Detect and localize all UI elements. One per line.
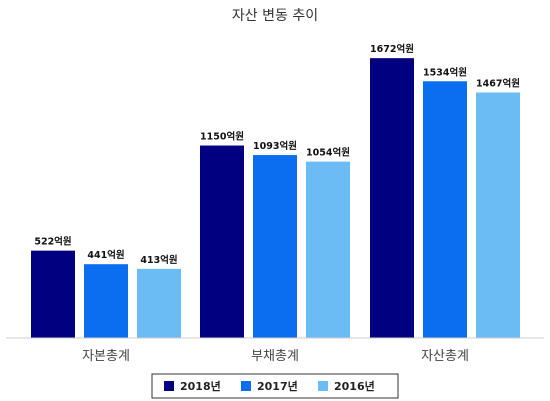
legend-label: 2016년 [334, 379, 375, 393]
bar [476, 92, 520, 339]
category-label: 자산총계 [421, 349, 469, 364]
bar [370, 58, 414, 338]
data-label: 522억원 [34, 236, 71, 248]
data-label: 413억원 [140, 254, 177, 266]
legend-box [151, 373, 399, 399]
data-labels-group: 522억원 441억원 413억원 1150억원 1093억원 1054억원 1672억원 1… [34, 43, 520, 266]
legend-swatch [164, 381, 174, 391]
data-label: 1093억원 [253, 140, 297, 152]
category-label: 자본총계 [82, 349, 130, 364]
bar [84, 264, 128, 338]
data-label: 441억원 [87, 249, 124, 261]
chart-title: 자산 변동 추이 [232, 8, 318, 24]
legend-item: 2016년 [318, 379, 375, 393]
bars-group [31, 58, 520, 339]
data-label: 1054억원 [306, 147, 350, 159]
bar [31, 250, 75, 338]
data-label: 1150억원 [200, 131, 244, 143]
bar [253, 155, 297, 338]
bar [423, 81, 467, 339]
bar [200, 145, 244, 338]
bar [137, 268, 181, 338]
category-label: 부채총계 [251, 349, 299, 364]
legend: 2018년 2017년 2016년 [164, 379, 375, 393]
data-label: 1467억원 [476, 77, 520, 89]
legend-swatch [241, 381, 251, 391]
legend-swatch [318, 381, 328, 391]
data-label: 1672억원 [370, 43, 414, 55]
legend-item: 2017년 [241, 379, 298, 393]
bar [306, 161, 350, 338]
category-labels-group: 자본총계 부채총계 자산총계 [82, 349, 469, 364]
legend-label: 2018년 [180, 379, 221, 393]
data-label: 1534억원 [423, 66, 467, 78]
legend-label: 2017년 [257, 379, 298, 393]
legend-item: 2018년 [164, 379, 221, 393]
